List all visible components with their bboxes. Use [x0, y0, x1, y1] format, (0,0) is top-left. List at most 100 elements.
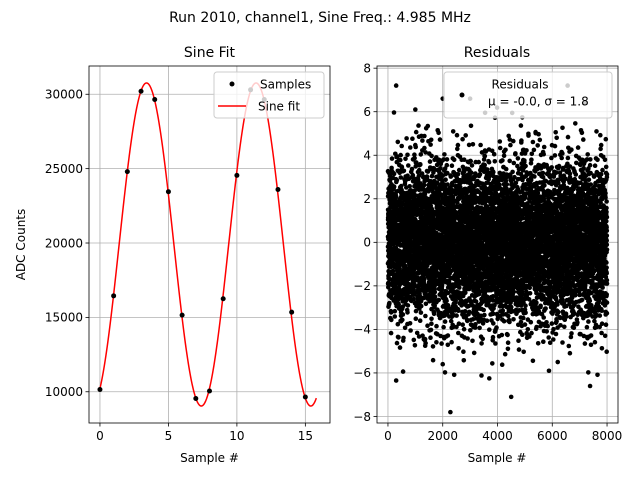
- residual-point: [518, 123, 524, 128]
- sample-point: [193, 395, 199, 401]
- residual-point: [461, 358, 467, 363]
- residual-point: [399, 143, 405, 149]
- residuals-panel: Residuals 0 2000 4000 6000 8000−8−6−4−202468…: [353, 45, 622, 465]
- residual-point: [469, 163, 475, 168]
- residual-point: [497, 145, 503, 151]
- residual-point: [449, 339, 454, 345]
- residual-point: [392, 314, 398, 319]
- residual-point: [388, 330, 394, 336]
- residual-point: [478, 142, 483, 148]
- residual-point: [505, 332, 510, 338]
- sine-fit-xtick-label: 0: [96, 429, 104, 443]
- residual-point: [434, 340, 439, 345]
- residual-point: [413, 316, 419, 322]
- residual-point: [490, 361, 495, 366]
- residual-point: [515, 156, 521, 161]
- residual-point: [420, 333, 425, 339]
- residual-point: [423, 301, 429, 307]
- residual-point: [393, 194, 399, 199]
- sample-point: [138, 88, 144, 94]
- residual-point: [417, 318, 423, 324]
- residual-point: [411, 337, 417, 343]
- residual-point: [398, 152, 404, 158]
- residual-point: [404, 136, 409, 141]
- residual-point: [481, 307, 487, 313]
- residual-point: [456, 330, 461, 336]
- sine-fit-xlabel: Sample #: [180, 451, 239, 465]
- residual-point: [394, 178, 400, 183]
- residual-point: [389, 317, 394, 323]
- residual-point: [413, 164, 419, 169]
- residual-point: [520, 332, 525, 338]
- residual-point: [401, 335, 406, 341]
- residual-point: [482, 312, 487, 318]
- residual-point: [423, 313, 428, 319]
- sine-fit-curve: [99, 82, 318, 407]
- residual-point: [448, 174, 454, 179]
- residual-point: [516, 347, 522, 352]
- residual-point: [487, 327, 492, 333]
- residual-point: [511, 317, 516, 322]
- residual-point: [434, 323, 439, 329]
- residual-point: [501, 153, 507, 158]
- residual-point: [499, 332, 505, 338]
- residual-point: [401, 168, 407, 174]
- residual-point: [408, 145, 413, 150]
- residual-point: [403, 156, 408, 162]
- residual-point: [422, 133, 427, 139]
- residual-point: [431, 311, 437, 317]
- sample-point: [275, 186, 281, 192]
- residual-point: [505, 346, 511, 352]
- residual-point: [413, 308, 419, 314]
- residual-point: [390, 268, 396, 274]
- sine-fit-ytick-label: 10000: [45, 385, 83, 399]
- residual-point: [455, 172, 461, 177]
- residual-point: [506, 313, 511, 319]
- residual-point: [477, 172, 483, 177]
- residual-point: [387, 300, 392, 306]
- residual-point: [503, 166, 509, 172]
- residual-point: [419, 171, 425, 176]
- residual-point: [429, 153, 434, 159]
- residual-point: [427, 159, 433, 164]
- residual-point: [518, 319, 524, 325]
- residual-point: [422, 336, 428, 342]
- sine-fit-ytick-label: 20000: [45, 236, 83, 250]
- residual-point: [416, 167, 422, 173]
- sample-point: [111, 293, 117, 299]
- residual-point: [422, 276, 427, 282]
- residual-point: [386, 285, 391, 290]
- residual-point: [460, 136, 465, 142]
- residual-point: [492, 159, 498, 164]
- residual-point: [414, 160, 419, 165]
- residual-point: [456, 308, 461, 314]
- sample-point: [234, 172, 240, 178]
- residual-point: [485, 167, 490, 172]
- residual-point: [423, 150, 428, 155]
- residual-point: [480, 336, 486, 342]
- residual-point: [407, 184, 413, 189]
- sample-point: [179, 312, 185, 318]
- residual-point: [482, 153, 488, 159]
- residual-point: [428, 335, 433, 341]
- residual-point: [516, 338, 521, 344]
- sample-point: [165, 189, 171, 195]
- residual-point: [437, 137, 443, 142]
- residual-point: [405, 310, 410, 315]
- residual-point: [400, 312, 406, 317]
- residual-point: [463, 133, 469, 138]
- residual-point: [398, 175, 404, 180]
- residual-point: [500, 158, 505, 163]
- residual-point: [411, 296, 417, 302]
- residual-point: [388, 310, 394, 315]
- residual-point: [519, 138, 524, 143]
- residual-point: [405, 152, 410, 158]
- residual-point: [412, 155, 417, 161]
- residual-point: [441, 324, 446, 330]
- residual-point: [418, 152, 424, 157]
- residual-point: [436, 297, 442, 303]
- residual-point: [484, 318, 490, 324]
- residual-point: [398, 183, 404, 189]
- residual-point: [387, 178, 393, 184]
- residual-point: [410, 172, 416, 178]
